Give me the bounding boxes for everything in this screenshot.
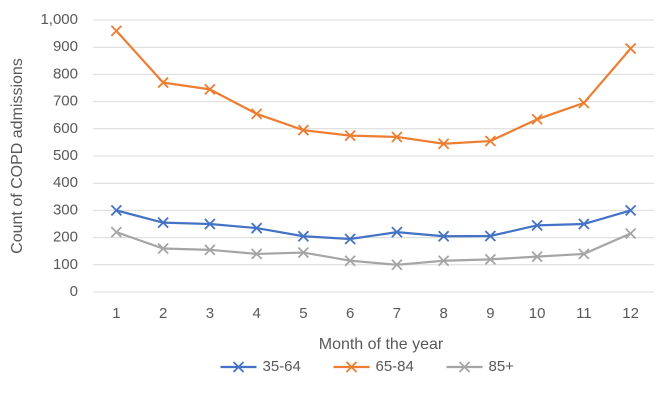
y-tick-label: 500	[53, 147, 78, 164]
marker	[624, 42, 637, 55]
y-tick-label: 0	[70, 283, 78, 300]
marker	[624, 227, 637, 240]
marker	[624, 204, 637, 217]
x-tick-label: 1	[112, 305, 120, 322]
marker	[110, 25, 123, 37]
legend-label: 35-64	[263, 358, 301, 375]
marker	[250, 248, 263, 260]
marker	[204, 83, 216, 95]
marker	[437, 138, 450, 150]
x-tick-label: 8	[439, 305, 447, 322]
y-tick-label: 200	[53, 229, 78, 246]
marker	[531, 251, 543, 263]
y-tick-label: 1,000	[40, 11, 78, 28]
marker	[437, 255, 450, 267]
marker	[484, 253, 497, 265]
marker	[578, 97, 590, 109]
y-tick-label: 800	[53, 65, 78, 82]
series-line	[115, 30, 632, 145]
marker	[297, 230, 310, 242]
marker	[578, 248, 590, 260]
marker	[531, 113, 543, 125]
marker	[110, 226, 123, 238]
marker	[297, 124, 310, 136]
y-tick-label: 400	[53, 174, 78, 191]
x-axis-title: Month of the year	[319, 336, 444, 353]
marker	[204, 218, 216, 230]
x-tick-label: 12	[622, 305, 639, 322]
y-tick-label: 700	[53, 93, 78, 110]
legend-marker	[458, 361, 471, 373]
x-tick-label: 7	[393, 305, 401, 322]
series-line	[116, 231, 632, 266]
y-tick-label: 100	[53, 256, 78, 273]
marker	[344, 129, 356, 142]
x-tick-label: 10	[529, 305, 546, 322]
marker	[250, 222, 263, 234]
x-tick-label: 2	[159, 305, 167, 322]
x-tick-label: 9	[486, 305, 494, 322]
marker	[578, 218, 590, 230]
legend-marker	[345, 361, 358, 373]
marker	[250, 108, 263, 120]
marker	[344, 255, 356, 267]
marker	[484, 230, 497, 242]
legend-marker	[232, 361, 245, 373]
y-tick-label: 600	[53, 120, 78, 137]
marker	[157, 76, 169, 89]
y-tick-label: 300	[53, 201, 78, 218]
x-tick-label: 11	[576, 305, 592, 322]
x-tick-label: 3	[206, 305, 214, 322]
marker	[391, 259, 403, 271]
marker	[297, 246, 310, 259]
x-tick-label: 5	[299, 305, 307, 322]
marker	[110, 204, 123, 217]
y-tick-label: 900	[53, 38, 78, 55]
x-tick-label: 6	[346, 305, 354, 322]
series-line	[116, 209, 631, 241]
marker	[344, 233, 356, 245]
marker	[484, 135, 497, 147]
legend-label: 65-84	[376, 358, 414, 375]
marker	[204, 244, 216, 256]
y-axis-title: Count of COPD admissions	[9, 58, 26, 254]
x-tick-label: 4	[252, 305, 260, 322]
legend-label: 85+	[489, 358, 515, 375]
marker	[437, 230, 450, 242]
marker	[531, 219, 543, 231]
marker	[157, 242, 169, 255]
marker	[157, 217, 169, 229]
marker	[391, 131, 403, 143]
marker	[391, 226, 403, 238]
